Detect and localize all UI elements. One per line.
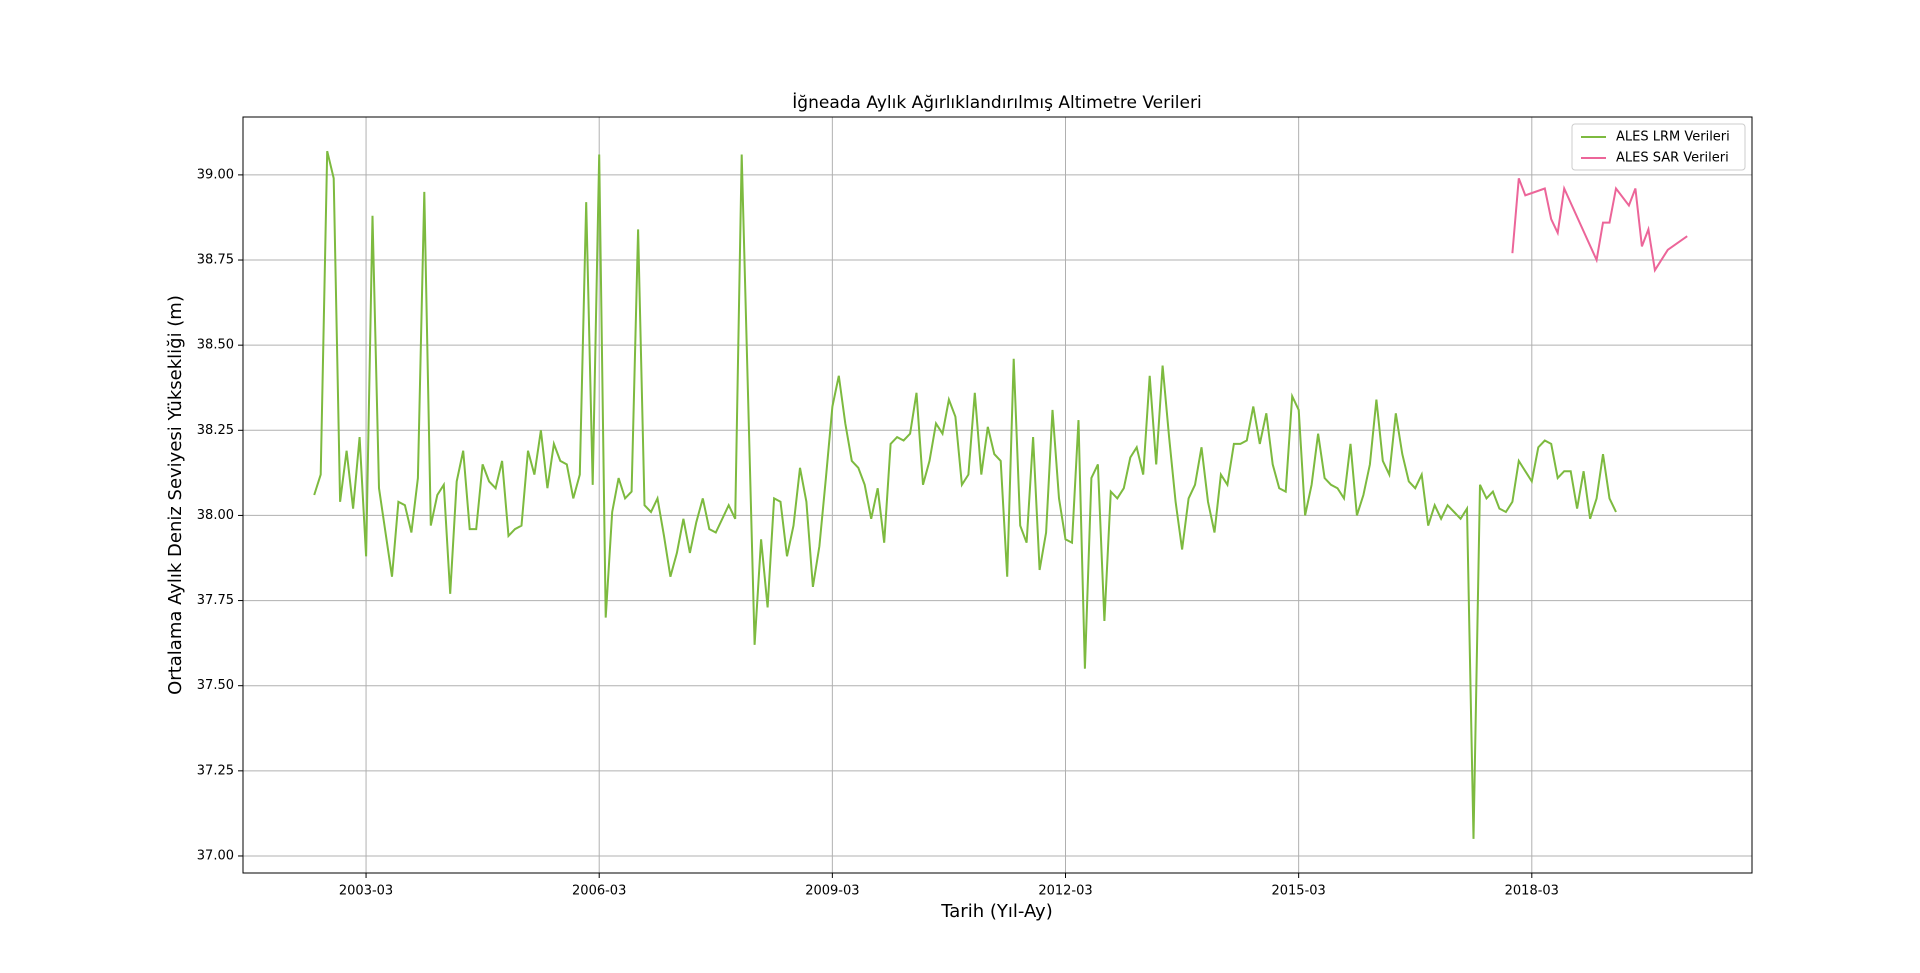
- y-tick-label: 38.25: [197, 423, 234, 438]
- y-tick-label: 37.25: [197, 763, 234, 778]
- legend-label: ALES LRM Verileri: [1616, 130, 1730, 145]
- plot-frame: [242, 116, 1753, 874]
- y-tick-label: 37.75: [197, 593, 234, 608]
- y-axis-label: Ortalama Aylık Deniz Seviyesi Yüksekliği…: [165, 295, 186, 695]
- data-line: [1511, 177, 1688, 273]
- y-tick-label: 38.50: [197, 338, 234, 353]
- x-tick-label: 2012-03: [1038, 884, 1092, 899]
- legend-box: [1571, 123, 1746, 171]
- x-axis-label: Tarih (Yıl-Ay): [940, 901, 1052, 922]
- y-tick-label: 37.50: [197, 678, 234, 693]
- chart-title: İğneada Aylık Ağırlıklandırılmış Altimet…: [792, 92, 1201, 113]
- y-tick-label: 38.00: [197, 508, 234, 523]
- legend-label: ALES SAR Verileri: [1616, 151, 1729, 166]
- x-tick-label: 2006-03: [572, 884, 626, 899]
- y-tick-label: 39.00: [197, 167, 234, 182]
- x-tick-label: 2018-03: [1505, 884, 1559, 899]
- data-line: [313, 150, 1617, 839]
- y-tick-label: 37.00: [197, 848, 234, 863]
- x-tick-label: 2003-03: [339, 884, 393, 899]
- x-tick-label: 2009-03: [805, 884, 859, 899]
- x-tick-label: 2015-03: [1271, 884, 1325, 899]
- y-tick-label: 38.75: [197, 253, 234, 268]
